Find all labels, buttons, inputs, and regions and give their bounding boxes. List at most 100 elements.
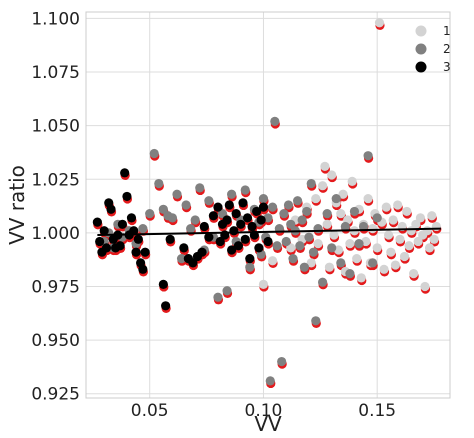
series-2-point: [190, 215, 200, 225]
series-3-point: [238, 198, 248, 208]
series-1-point: [372, 243, 382, 253]
series-1-point: [429, 234, 439, 244]
series-1-point: [415, 213, 426, 223]
series-1-point: [409, 269, 419, 279]
series-2-point: [227, 189, 237, 199]
series-3-point: [229, 226, 239, 236]
series-3-point: [120, 168, 130, 178]
series-1-point: [402, 206, 412, 217]
series-2-point: [327, 243, 337, 253]
series-3-point: [204, 232, 214, 242]
y-tick-label: 0.950: [31, 331, 80, 351]
series-1-point: [336, 208, 346, 219]
series-1-point: [395, 234, 405, 244]
series-2-point: [270, 116, 280, 126]
series-3-point: [263, 236, 273, 247]
series-1-point: [404, 241, 414, 251]
series-2-point: [306, 178, 316, 189]
series-3-point: [126, 213, 137, 223]
series-2-point: [217, 208, 228, 219]
series-2-point: [277, 356, 287, 367]
series-3-point: [252, 206, 262, 217]
series-2-point: [240, 185, 250, 195]
series-2-point: [283, 200, 294, 210]
series-2-point: [145, 208, 155, 219]
series-3-point: [133, 234, 143, 244]
y-tick-label: 0.975: [31, 277, 80, 297]
series-3-point: [258, 202, 269, 212]
series-1-point: [411, 219, 421, 229]
series-1-point: [374, 18, 385, 28]
series-3-point: [197, 247, 207, 257]
series-1-point: [386, 247, 396, 257]
series-1-point: [383, 230, 394, 240]
y-tick-label: 1.000: [31, 224, 80, 244]
series-3-point: [199, 221, 209, 232]
series-2-point: [138, 223, 148, 234]
series-2-point: [176, 254, 187, 264]
series-2-point: [181, 200, 191, 210]
series-3-point: [131, 247, 141, 257]
series-3-point: [242, 213, 253, 223]
series-1-point: [381, 202, 391, 212]
series-3-point: [240, 234, 250, 244]
series-3-point: [179, 243, 189, 253]
series-2-point: [258, 193, 269, 204]
x-tick-label: 0.05: [131, 401, 169, 421]
series-3-point: [227, 245, 237, 255]
series-3-point: [129, 226, 139, 236]
series-3-point: [95, 236, 105, 247]
series-3-point: [188, 258, 198, 268]
series-1-point: [368, 223, 378, 234]
series-2-point: [158, 204, 168, 214]
series-2-point: [349, 206, 360, 217]
series-2-point: [222, 286, 232, 296]
series-2-point: [186, 223, 196, 234]
series-1-point: [327, 170, 337, 180]
y-tick-label: 1.050: [31, 117, 80, 137]
series-3-point: [165, 234, 175, 244]
series-1-point: [286, 243, 296, 253]
series-2-point: [288, 254, 298, 264]
series-3-point: [245, 254, 255, 264]
series-2-point: [172, 189, 182, 199]
series-1-point: [388, 215, 398, 225]
series-2-point: [302, 206, 312, 217]
series-2-point: [265, 376, 275, 386]
series-1-point: [267, 256, 278, 266]
series-3-point: [247, 221, 257, 232]
series-1-point: [320, 161, 330, 171]
series-2-point: [311, 316, 321, 326]
series-1-point: [393, 200, 403, 210]
series-3-point: [140, 247, 150, 257]
trendline: [97, 227, 441, 237]
series-3-point: [236, 219, 246, 229]
series-3-point: [101, 243, 112, 253]
series-3-point: [231, 208, 241, 219]
series-3-point: [215, 236, 225, 247]
series-1-point: [338, 189, 348, 199]
x-axis-label: VV: [254, 412, 282, 436]
series-2-point: [272, 241, 282, 251]
series-1-point: [322, 219, 332, 229]
series-3-point: [138, 264, 148, 274]
series-2-point: [336, 258, 346, 268]
series-1-point: [424, 243, 435, 253]
y-axis-ticks: 0.925 0.950 0.975 1.000 1.025 1.050 1.075 1.100: [31, 9, 80, 404]
series-2-point: [267, 202, 278, 212]
x-tick-label: 0.10: [245, 401, 283, 421]
series-2-point: [322, 208, 332, 219]
series-2-point: [297, 215, 307, 225]
series-1-point: [427, 211, 437, 221]
y-tick-label: 1.075: [31, 63, 80, 83]
x-axis-ticks: 0.05 0.10 0.15: [131, 401, 396, 421]
series-2-point: [292, 196, 303, 206]
series-1-point: [356, 273, 366, 283]
series-1-point: [390, 260, 400, 270]
x-tick-label: 0.15: [358, 401, 396, 421]
series-1-point: [345, 239, 355, 249]
series-2-point: [167, 213, 178, 223]
series-2-point: [299, 262, 309, 272]
series-2-point: [281, 236, 291, 247]
